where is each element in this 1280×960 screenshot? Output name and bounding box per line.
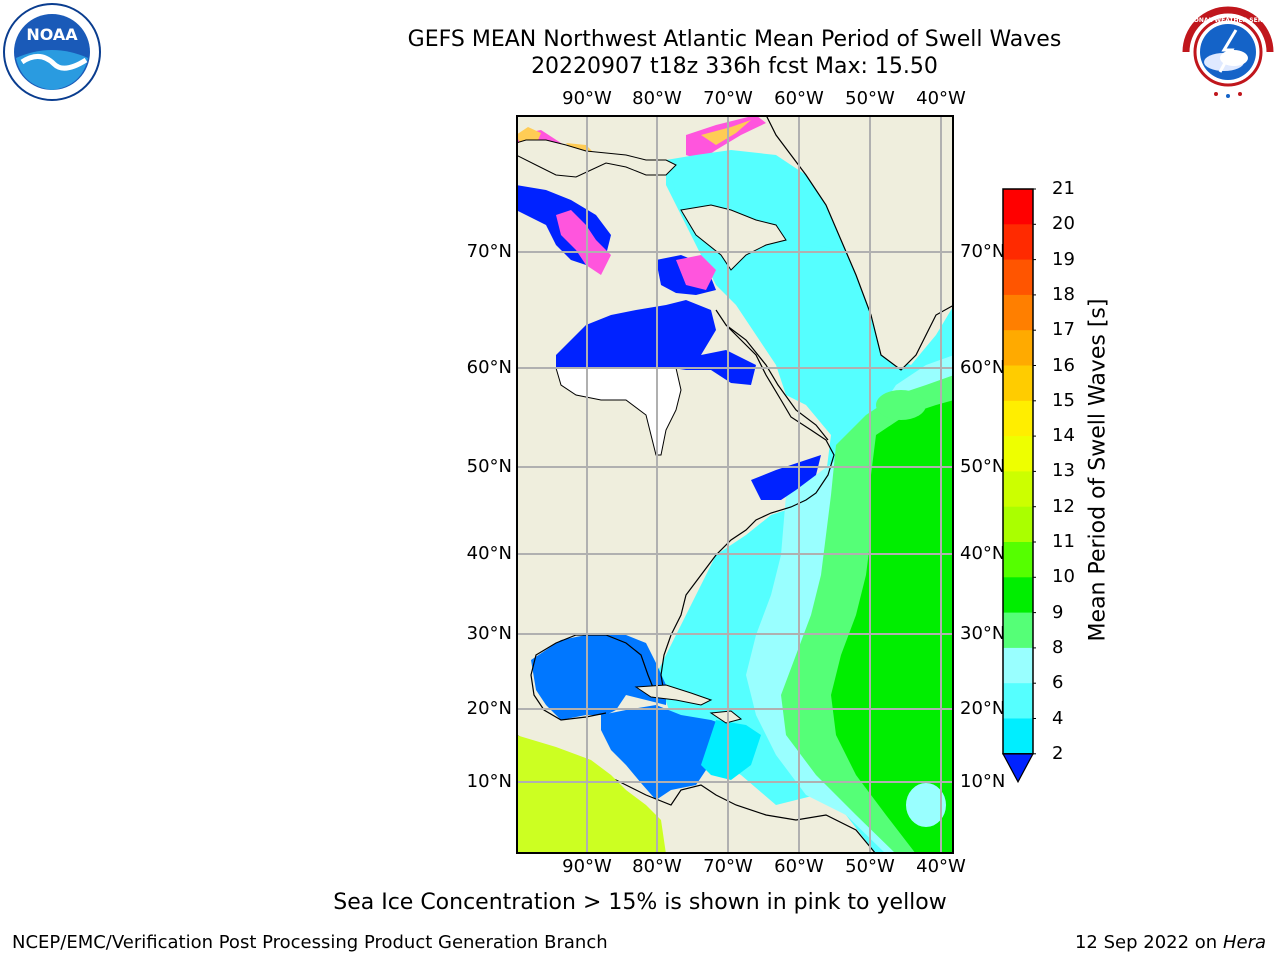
noaa-logo-text: NOAA <box>26 25 78 44</box>
lat-label-left-40n: 40°N <box>466 543 512 564</box>
lat-label-left-30n: 30°N <box>466 623 512 644</box>
colorbar-tick-label: 17 <box>1052 319 1075 341</box>
lon-label-bottom-70w: 70°W <box>703 856 753 877</box>
colorbar-segment <box>1003 294 1033 331</box>
lat-label-right-50n: 50°N <box>960 456 1006 477</box>
coastline-cuba <box>634 684 713 706</box>
caribbean <box>601 705 731 800</box>
colorbar-segment <box>1003 330 1033 366</box>
colorbar-tick-label: 11 <box>1052 531 1075 552</box>
ocean-patch <box>906 783 946 827</box>
lon-label-bottom-90w: 90°W <box>562 856 612 877</box>
colorbar-tick-label: 16 <box>1052 354 1075 376</box>
lat-label-right-30n: 30°N <box>960 623 1006 644</box>
lat-label-left-50n: 50°N <box>466 456 512 477</box>
lat-label-left-70n: 70°N <box>466 241 512 262</box>
map-panel <box>516 115 954 854</box>
lat-label-left-10n: 10°N <box>466 771 512 792</box>
lat-label-right-40n: 40°N <box>960 543 1006 564</box>
colorbar-segment <box>1003 718 1033 755</box>
colorbar-tick-label: 18 <box>1052 283 1075 305</box>
colorbar-tick-label: 13 <box>1052 460 1075 482</box>
colorbar-tick-label: 14 <box>1052 425 1075 447</box>
colorbar-segment <box>1003 542 1033 578</box>
map-subtitle: 20220907 t18z 336h fcst Max: 15.50 <box>531 54 938 79</box>
colorbar-tick-label: 19 <box>1052 248 1075 270</box>
lat-label-right-10n: 10°N <box>960 771 1006 792</box>
noaa-logo: NOAA <box>3 3 101 101</box>
graticule <box>516 115 954 854</box>
lon-label-top-60w: 60°W <box>774 88 824 109</box>
colorbar-segment <box>1003 436 1033 472</box>
colorbar-segment <box>1003 189 1033 225</box>
caribbean-east <box>701 720 761 780</box>
lon-label-bottom-60w: 60°W <box>774 856 824 877</box>
lon-label-top-70w: 70°W <box>703 88 753 109</box>
credit-date-text: 12 Sep 2022 on <box>1074 932 1218 953</box>
credit-host: Hera <box>1222 932 1266 953</box>
ocean-patch <box>876 390 926 420</box>
colorbar-tick-label: 12 <box>1052 495 1075 517</box>
coastline-hispaniola <box>709 710 743 724</box>
colorbar-under-triangle <box>1001 753 1035 784</box>
lon-label-top-90w: 90°W <box>562 88 612 109</box>
colorbar-tick-label: 8 <box>1052 636 1064 658</box>
credit-date: 12 Sep 2022 on Hera <box>1075 932 1266 953</box>
colorbar-tick-label: 4 <box>1052 707 1064 729</box>
lat-label-right-70n: 70°N <box>960 241 1006 262</box>
lon-label-bottom-80w: 80°W <box>632 856 682 877</box>
lat-label-right-20n: 20°N <box>960 698 1006 719</box>
map-frame <box>516 115 954 854</box>
lon-label-top-50w: 50°W <box>845 88 895 109</box>
colorbar-segment <box>1003 577 1033 614</box>
colorbar-tick-label: 20 <box>1052 213 1075 235</box>
gulf-of-mexico <box>531 633 666 720</box>
pacific-yellow-green <box>516 735 666 854</box>
colorbar-segment <box>1003 224 1033 261</box>
sea-ice-note: Sea Ice Concentration > 15% is shown in … <box>333 890 947 915</box>
colorbar-tick-label: 9 <box>1052 601 1064 623</box>
map-title: GEFS MEAN Northwest Atlantic Mean Period… <box>407 27 1062 52</box>
colorbar-segment <box>1003 365 1033 402</box>
lat-label-right-60n: 60°N <box>960 357 1006 378</box>
coastline-greenland <box>765 115 954 371</box>
colorbar-title: Mean Period of Swell Waves [s] <box>1085 298 1111 642</box>
colorbar-segment <box>1003 647 1033 684</box>
colorbar <box>1001 188 1036 784</box>
nws-logo-text: NATIONAL WEATHER SERVICE <box>1178 17 1277 24</box>
colorbar-tick-label: 2 <box>1052 742 1064 764</box>
colorbar-tick-label: 6 <box>1052 672 1064 694</box>
colorbar-tick-label: 15 <box>1052 389 1075 411</box>
lat-label-left-60n: 60°N <box>466 357 512 378</box>
ocean-green <box>831 400 954 854</box>
colorbar-segment <box>1003 400 1033 437</box>
colorbar-segment <box>1003 612 1033 649</box>
coastline-arctic <box>516 139 677 178</box>
colorbar-segment <box>1003 683 1033 719</box>
coastline-labrador <box>725 324 829 441</box>
colorbar-segment <box>1003 506 1033 543</box>
colorbar-tick-label: 10 <box>1052 566 1075 588</box>
credit-branch: NCEP/EMC/Verification Post Processing Pr… <box>12 932 608 953</box>
colorbar-segment <box>1003 471 1033 508</box>
colorbar-tick-label: 21 <box>1052 178 1075 199</box>
lon-label-top-80w: 80°W <box>632 88 682 109</box>
lon-label-top-40w: 40°W <box>916 88 966 109</box>
lon-label-bottom-40w: 40°W <box>916 856 966 877</box>
lon-label-bottom-50w: 50°W <box>845 856 895 877</box>
colorbar-segment <box>1003 259 1033 296</box>
nws-logo: NATIONAL WEATHER SERVICE <box>1178 4 1278 100</box>
lat-label-left-20n: 20°N <box>466 698 512 719</box>
